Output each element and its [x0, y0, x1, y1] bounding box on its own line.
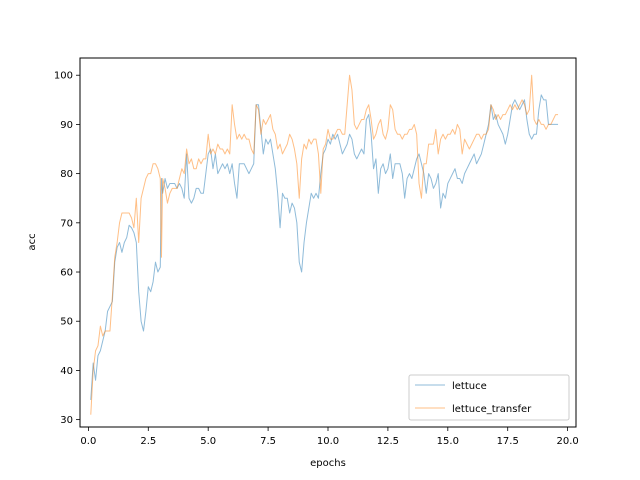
- x-tick-label: 7.5: [260, 436, 276, 447]
- y-tick-label: 40: [60, 366, 73, 377]
- y-axis-label: acc: [27, 233, 38, 250]
- y-tick-label: 90: [60, 120, 73, 131]
- y-tick-label: 60: [60, 268, 73, 279]
- x-tick-label: 17.5: [497, 436, 519, 447]
- x-tick-label: 2.5: [140, 436, 156, 447]
- x-tick-label: 5.0: [200, 436, 216, 447]
- y-tick-label: 30: [60, 415, 73, 426]
- x-tick-label: 10.0: [317, 436, 339, 447]
- legend-box: [408, 374, 570, 421]
- x-tick-label: 20.0: [556, 436, 578, 447]
- x-tick-label: 0.0: [80, 436, 96, 447]
- y-tick-label: 70: [60, 218, 73, 229]
- y-tick-label: 80: [60, 169, 73, 180]
- legend-label-lettuce-transfer: lettuce_transfer: [452, 404, 532, 415]
- x-axis-label: epochs: [310, 458, 346, 469]
- y-tick-label: 100: [54, 71, 73, 82]
- legend: lettuce lettuce_transfer: [408, 374, 570, 421]
- y-tick-label: 50: [60, 317, 73, 328]
- legend-label-lettuce: lettuce: [452, 381, 487, 392]
- y-axis: 30 40 50 60 70 80 90 100: [54, 71, 80, 426]
- x-tick-label: 15.0: [437, 436, 459, 447]
- series-line-lettuce-transfer: [90, 74, 559, 415]
- x-axis: 0.0 2.5 5.0 7.5 10.0 12.5 15.0 17.5 20.0: [80, 427, 579, 447]
- x-tick-label: 12.5: [377, 436, 399, 447]
- series-layer: [90, 74, 559, 415]
